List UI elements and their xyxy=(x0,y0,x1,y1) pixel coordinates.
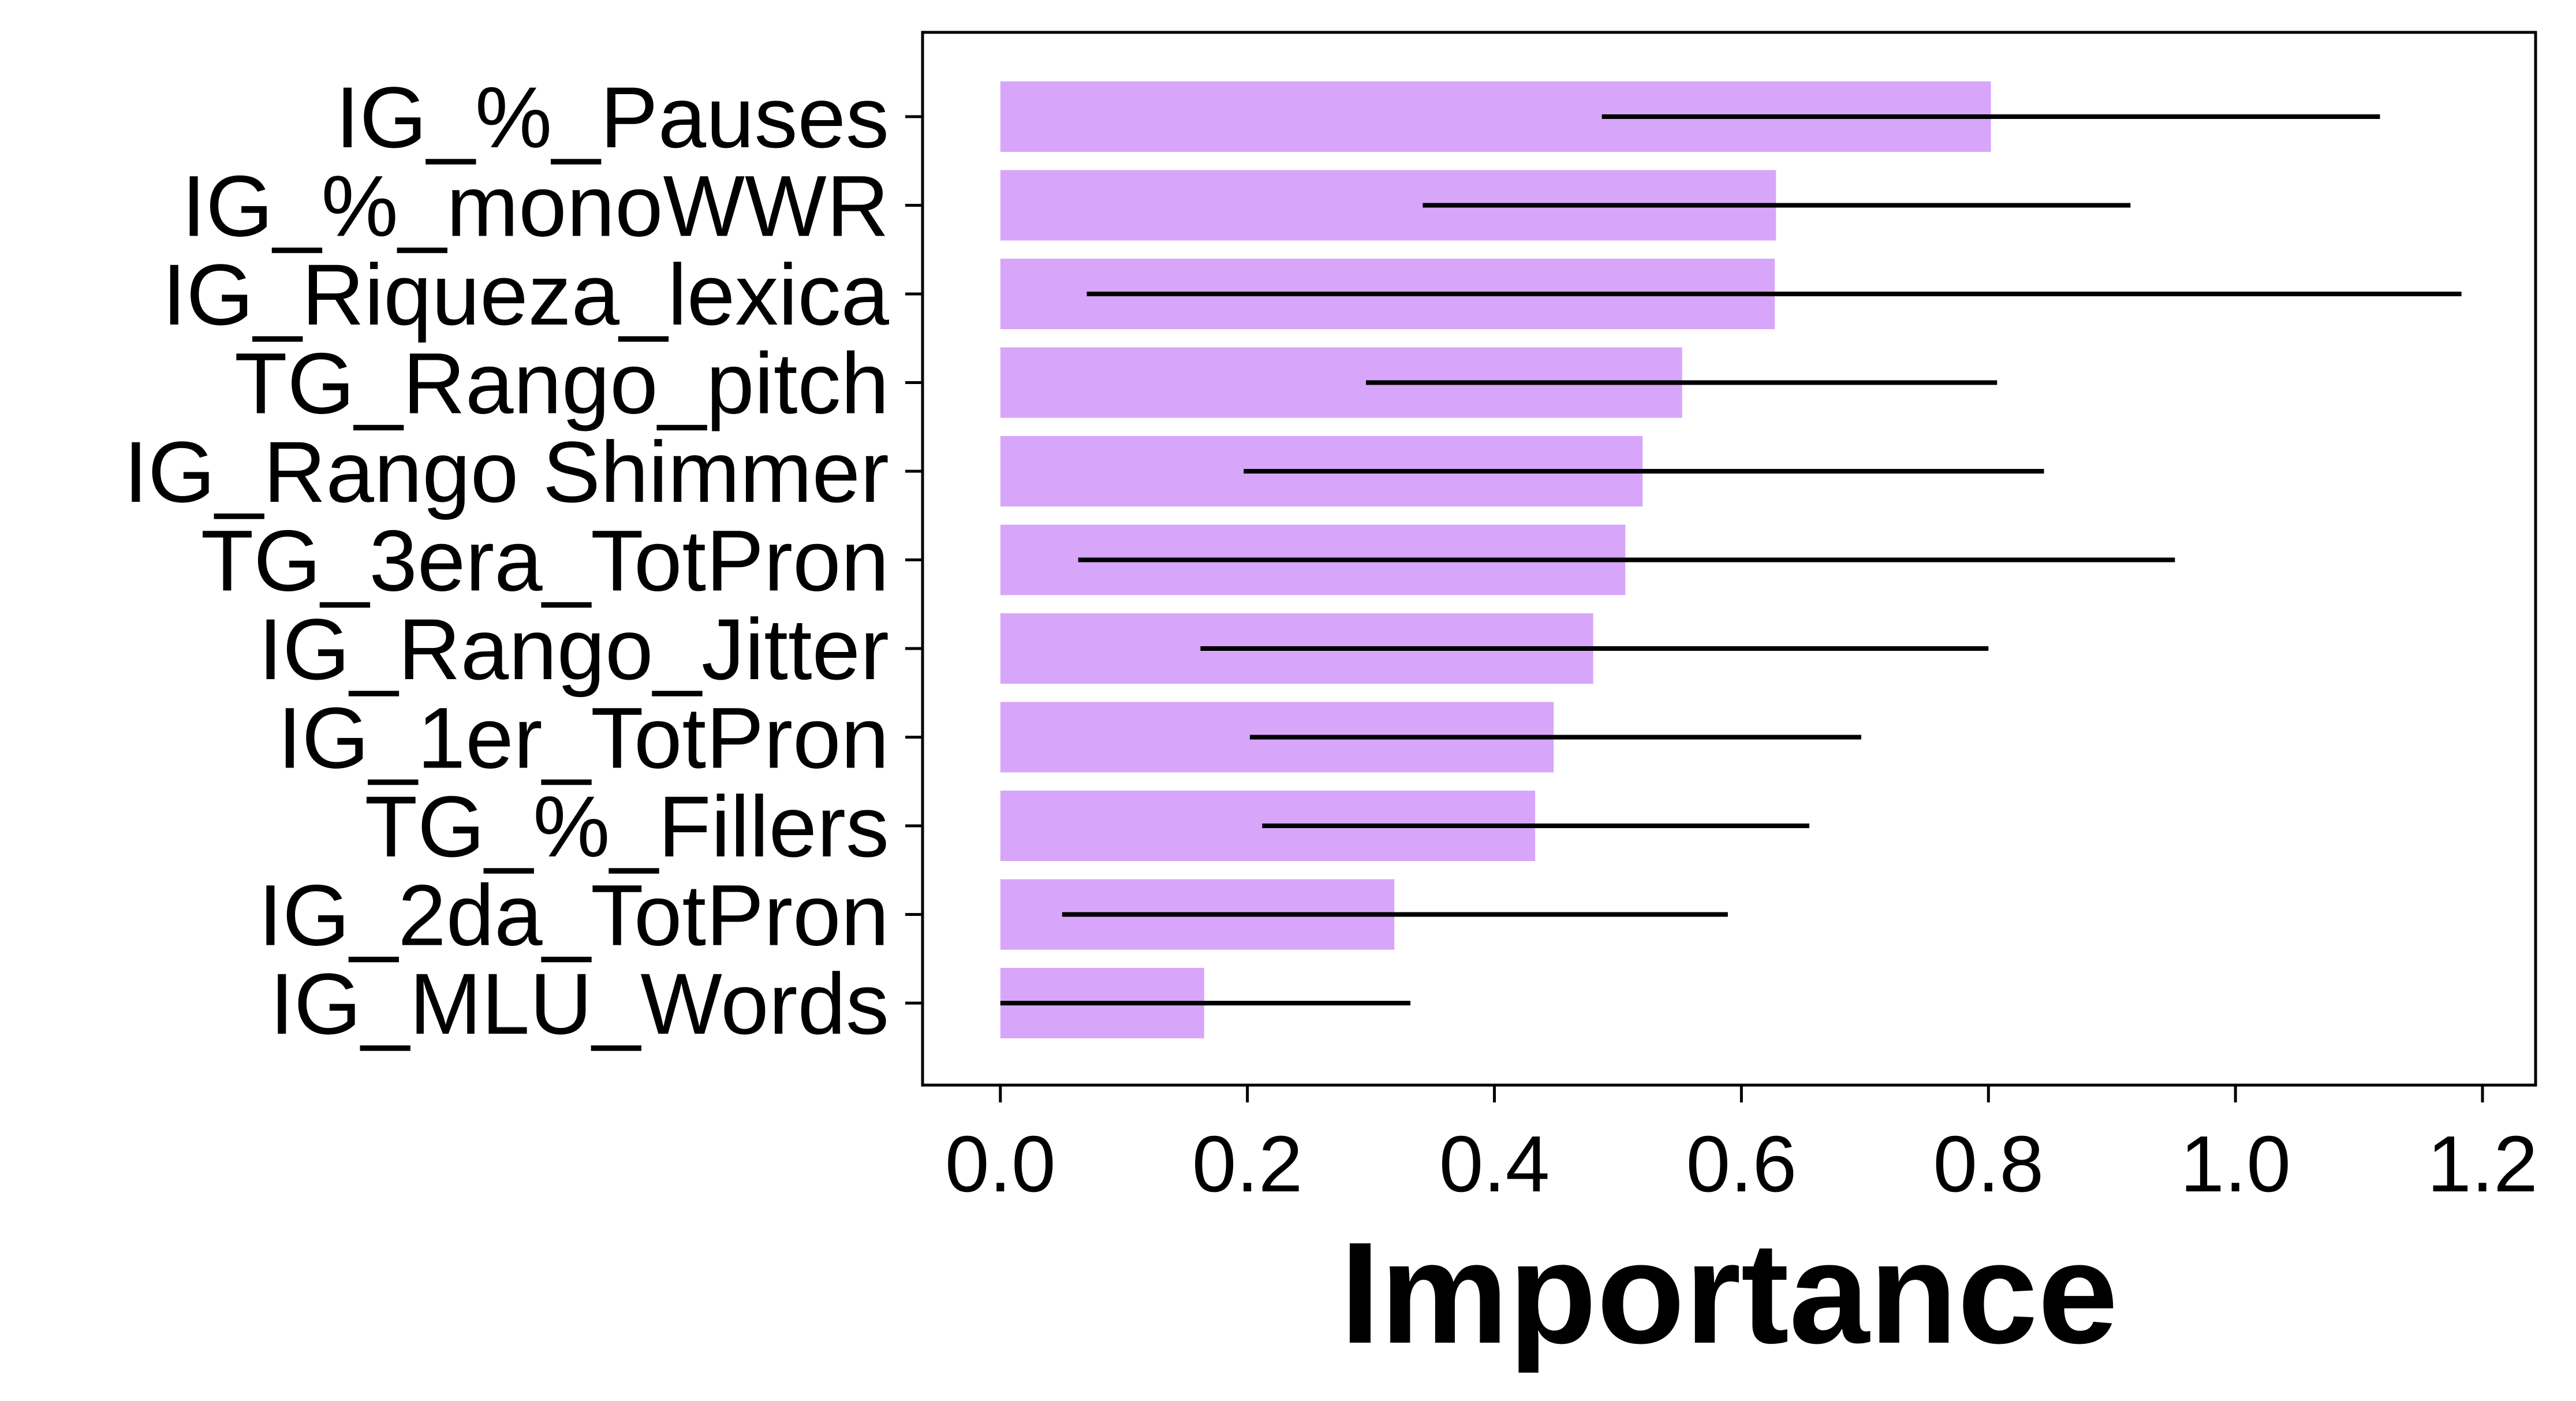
x-tick-label: 1.0 xyxy=(2180,1120,2291,1209)
y-tick-label: IG_2da_TotPron xyxy=(259,867,889,964)
error-bars-layer xyxy=(1000,114,2462,1005)
x-axis: 0.0 0.2 0.4 0.6 0.8 1.0 1.2 xyxy=(945,1085,2538,1209)
y-tick-label: TG_3era_TotPron xyxy=(201,512,889,609)
y-tick-label: IG_Riqueza_lexica xyxy=(162,246,890,343)
y-tick-label: IG_%_Pauses xyxy=(335,69,889,166)
x-axis-label: Importance xyxy=(1340,1212,2118,1373)
y-tick-label: TG_%_Fillers xyxy=(365,778,890,875)
y-tick-label: IG_%_monoWWR xyxy=(182,158,889,255)
x-tick-label: 0.8 xyxy=(1933,1120,2044,1209)
y-tick-label: IG_Rango_Jitter xyxy=(259,601,889,698)
x-tick-label: 1.2 xyxy=(2427,1120,2538,1209)
y-tick-label: TG_Rango_pitch xyxy=(234,335,889,432)
y-axis: IG_%_PausesIG_%_monoWWRIG_Riqueza_lexica… xyxy=(124,69,923,1052)
x-tick-label: 0.2 xyxy=(1192,1120,1303,1209)
y-tick-label: IG_Rango Shimmer xyxy=(124,423,889,520)
x-tick-label: 0.0 xyxy=(945,1120,1056,1209)
x-tick-label: 0.6 xyxy=(1686,1120,1797,1209)
x-tick-label: 0.4 xyxy=(1439,1120,1550,1209)
y-tick-label: IG_MLU_Words xyxy=(270,955,889,1052)
y-tick-label: IG_1er_TotPron xyxy=(278,690,889,787)
